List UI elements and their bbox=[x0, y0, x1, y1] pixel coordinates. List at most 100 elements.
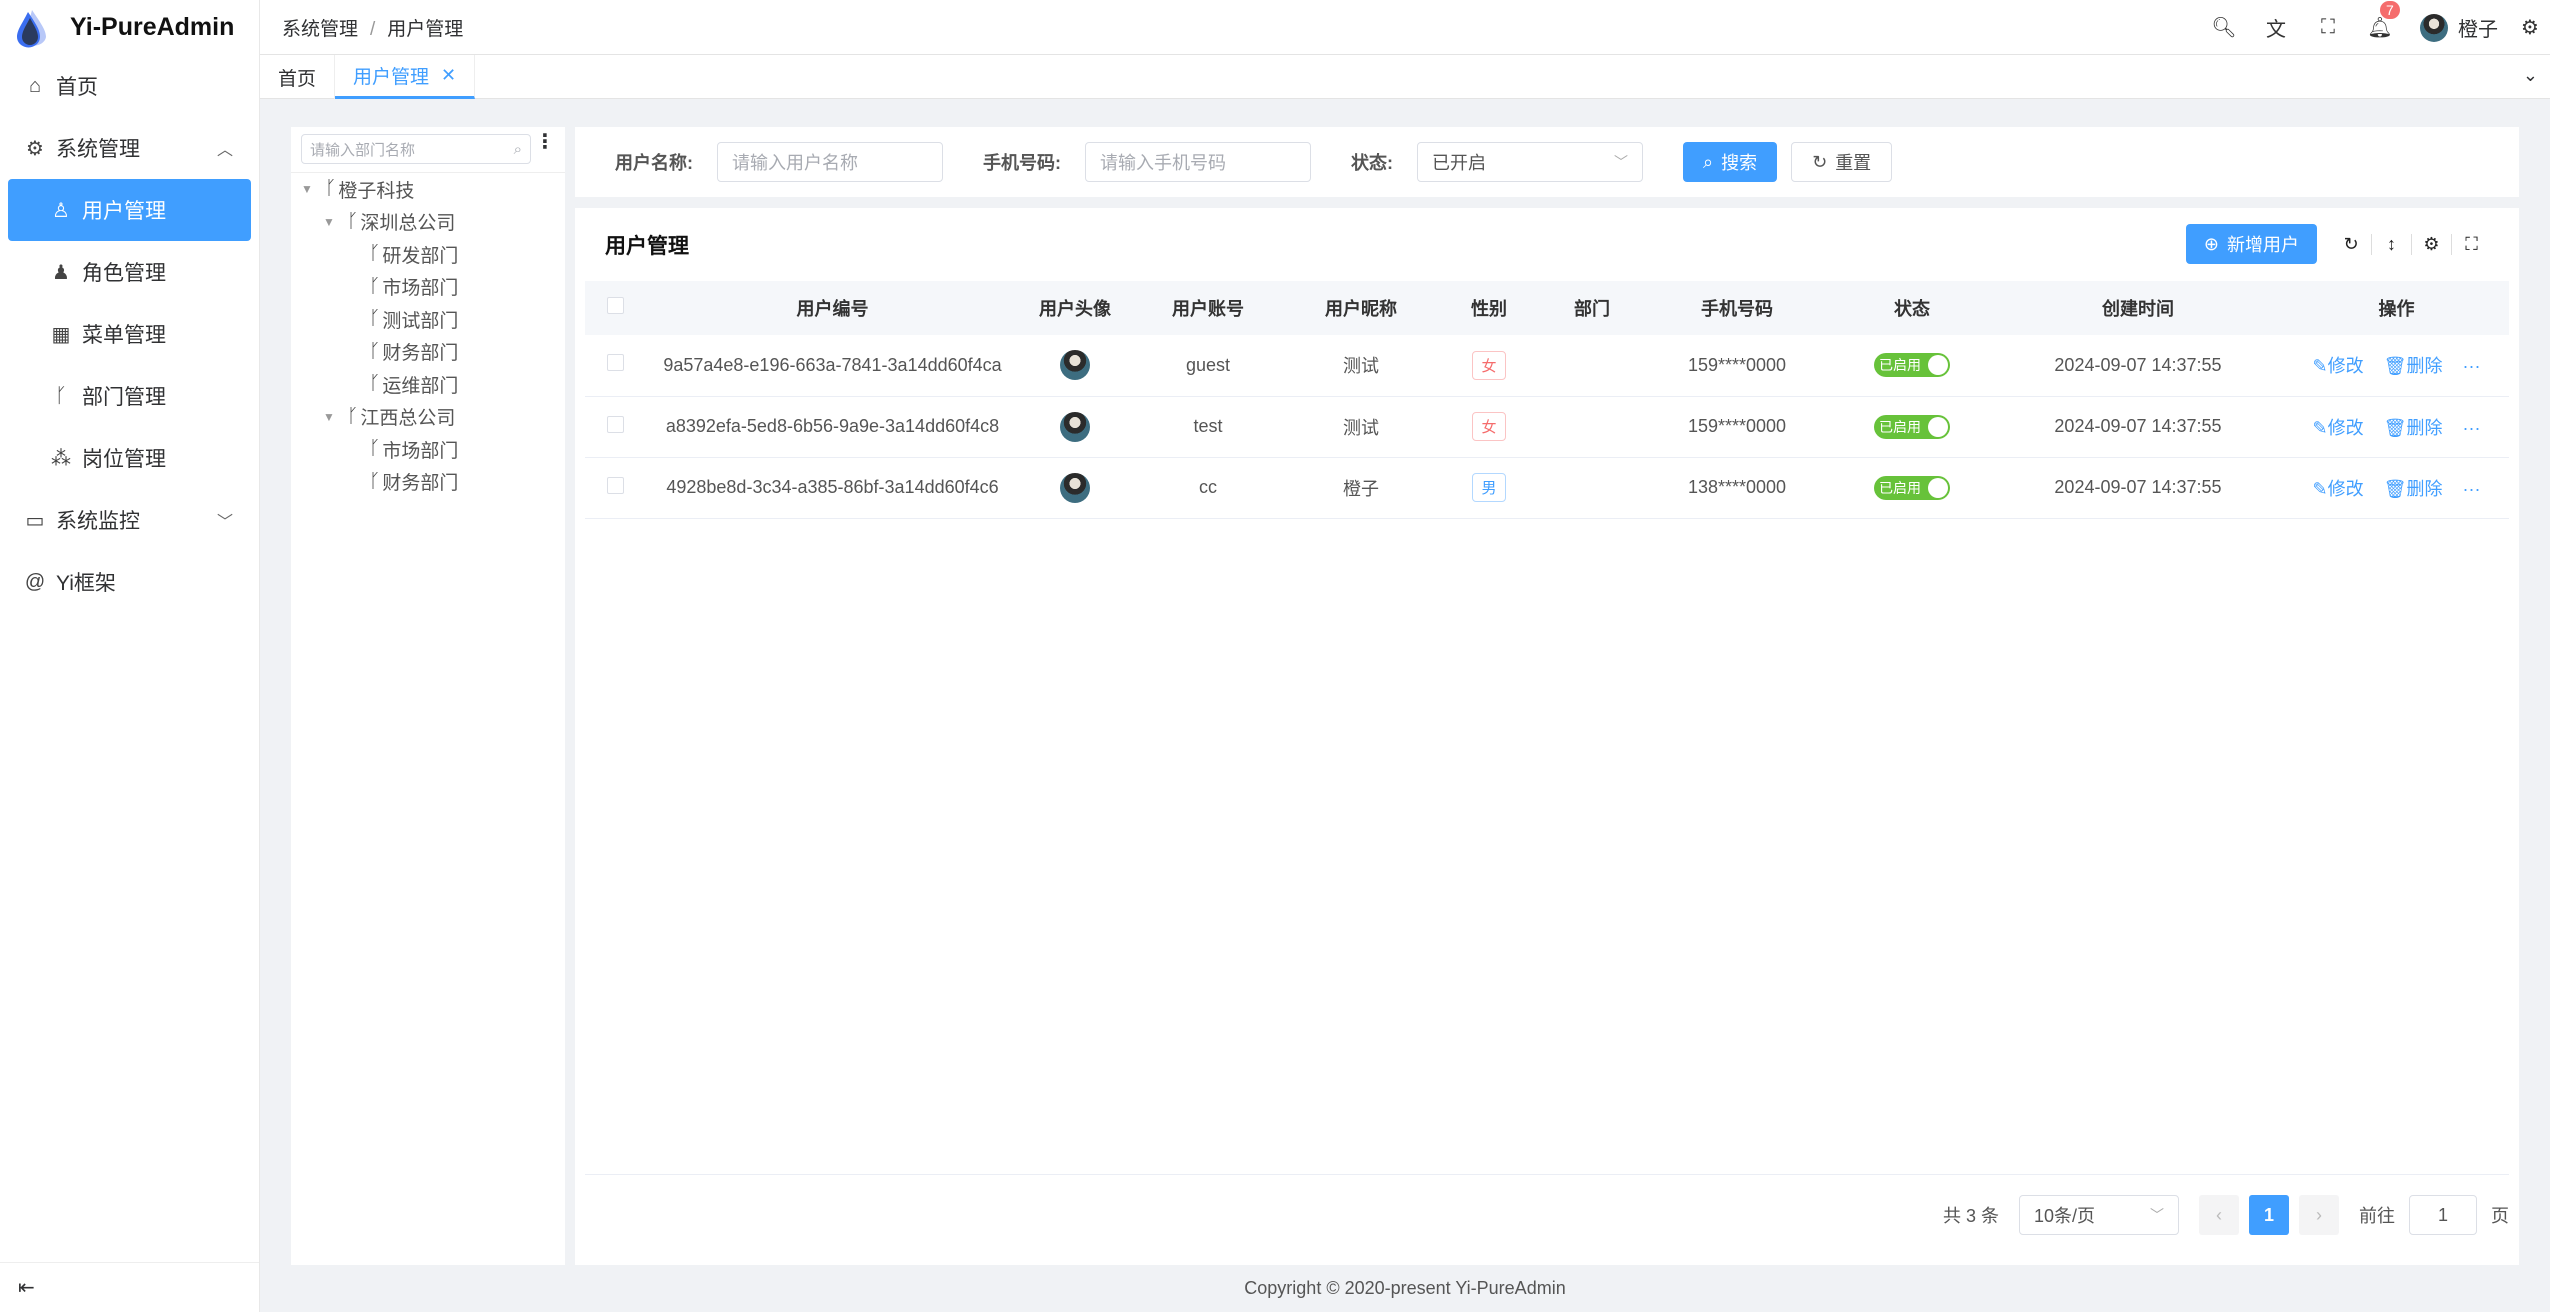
edit-button[interactable]: ✎修改 bbox=[2313, 356, 2364, 376]
search-icon: ⌕ bbox=[513, 140, 522, 158]
tree-node[interactable]: ᚴ 研发部门 bbox=[291, 238, 565, 271]
sidebar-item-yi-framework[interactable]: @ Yi框架 bbox=[0, 551, 259, 613]
status-switch[interactable]: 已启用 bbox=[1874, 414, 1950, 439]
tree-node-label: 江西总公司 bbox=[360, 408, 456, 430]
avatar bbox=[2420, 13, 2448, 42]
refresh-icon[interactable]: ↻ bbox=[2343, 233, 2359, 254]
table-row[interactable]: 4928be8d-3c34-a385-86bf-3a14dd60f4c6 cc … bbox=[585, 457, 2509, 519]
row-checkbox[interactable] bbox=[606, 476, 624, 494]
notification-badge: 7 bbox=[2380, 1, 2400, 19]
refresh-icon: ↻ bbox=[1812, 151, 1828, 172]
placeholder: 请输入用户名称 bbox=[732, 153, 858, 173]
sidebar-item-menu-management[interactable]: ▦ 菜单管理 bbox=[0, 303, 259, 365]
branch-icon: ᚴ bbox=[369, 373, 381, 395]
edit-icon: ✎ bbox=[2312, 478, 2328, 499]
column-settings-icon[interactable]: ⚙ bbox=[2411, 233, 2451, 255]
settings-icon[interactable]: ⚙ bbox=[2521, 17, 2539, 39]
sidebar-item-label: 菜单管理 bbox=[82, 324, 166, 347]
row-checkbox[interactable] bbox=[606, 354, 624, 372]
tab-home[interactable]: 首页 bbox=[260, 55, 336, 99]
user-account: cc bbox=[1130, 457, 1286, 519]
select-all-checkbox[interactable] bbox=[606, 297, 624, 314]
caret-down-icon[interactable]: ▼ bbox=[301, 182, 313, 197]
user-account: guest bbox=[1130, 335, 1286, 397]
gear-icon: ⚙ bbox=[26, 137, 44, 160]
table-row[interactable]: a8392efa-5ed8-6b56-9a9e-3a14dd60f4c8 tes… bbox=[585, 396, 2509, 458]
sidebar-item-post-management[interactable]: ⁂ 岗位管理 bbox=[0, 427, 259, 489]
tree-node[interactable]: ᚴ 财务部门 bbox=[291, 466, 565, 499]
role-icon: ♟ bbox=[52, 261, 70, 284]
tree-node[interactable]: ᚴ 市场部门 bbox=[291, 433, 565, 466]
edit-button[interactable]: ✎修改 bbox=[2313, 418, 2364, 438]
username-input[interactable]: 请输入用户名称 bbox=[717, 142, 943, 182]
translate-icon[interactable]: 文 bbox=[2266, 19, 2286, 41]
breadcrumb-item: 用户管理 bbox=[387, 18, 464, 40]
tree-node[interactable]: ▼ ᚴ 橙子科技 bbox=[291, 173, 565, 206]
fullscreen-icon[interactable]: ⛶ bbox=[2451, 233, 2491, 255]
sidebar-item-user-management[interactable]: ♙ 用户管理 bbox=[8, 179, 251, 241]
breadcrumb-item[interactable]: 系统管理 bbox=[282, 18, 359, 40]
column-header: 用户编号 bbox=[645, 281, 1020, 335]
density-icon[interactable]: ↕ bbox=[2371, 233, 2411, 255]
delete-button[interactable]: 🗑︎删除 bbox=[2384, 479, 2443, 499]
tree-node[interactable]: ᚴ 运维部门 bbox=[291, 368, 565, 401]
sidebar-item-dept-management[interactable]: ᚴ 部门管理 bbox=[0, 365, 259, 427]
sidebar-item-role-management[interactable]: ♟ 角色管理 bbox=[0, 241, 259, 303]
add-user-button[interactable]: ⊕ 新增用户 bbox=[2185, 224, 2317, 264]
tree-node[interactable]: ▼ ᚴ 深圳总公司 bbox=[291, 206, 565, 239]
gender-tag: 男 bbox=[1472, 473, 1506, 502]
more-icon[interactable]: ··· bbox=[2462, 417, 2481, 438]
chevron-down-icon[interactable]: ⌄ bbox=[2522, 65, 2538, 85]
phone-input[interactable]: 请输入手机号码 bbox=[1085, 142, 1311, 182]
tree-node[interactable]: ᚴ 测试部门 bbox=[291, 303, 565, 336]
status-switch[interactable]: 已启用 bbox=[1874, 353, 1950, 378]
sidebar-item-home[interactable]: ⌂ 首页 bbox=[0, 55, 259, 117]
logo[interactable]: Yi-PureAdmin bbox=[0, 0, 259, 55]
next-page-button[interactable]: › bbox=[2299, 1195, 2339, 1235]
more-icon[interactable]: ··· bbox=[2462, 478, 2481, 499]
caret-down-icon[interactable]: ▼ bbox=[323, 409, 335, 424]
created-time: 2024-09-07 14:37:55 bbox=[1992, 457, 2284, 519]
row-checkbox[interactable] bbox=[606, 415, 624, 433]
user-menu[interactable]: 橙子 bbox=[2420, 13, 2498, 42]
tree-node-label: 市场部门 bbox=[382, 440, 459, 462]
gender-tag: 女 bbox=[1472, 412, 1506, 441]
tree-node[interactable]: ▼ ᚴ 江西总公司 bbox=[291, 401, 565, 434]
tree-node[interactable]: ᚴ 市场部门 bbox=[291, 271, 565, 304]
more-vertical-icon[interactable]: ⋮ bbox=[535, 131, 555, 153]
edit-button[interactable]: ✎修改 bbox=[2313, 479, 2364, 499]
tab-user-management[interactable]: 用户管理 ✕ bbox=[335, 55, 476, 99]
page-button[interactable]: 1 bbox=[2249, 1195, 2289, 1235]
more-icon[interactable]: ··· bbox=[2462, 356, 2481, 377]
grid-icon: ▦ bbox=[51, 323, 71, 346]
sidebar-item-label: 部门管理 bbox=[82, 386, 166, 409]
reset-button[interactable]: ↻ 重置 bbox=[1791, 142, 1893, 182]
page-size-select[interactable]: 10条/页 ﹀ bbox=[2019, 1195, 2179, 1235]
card-title: 用户管理 bbox=[605, 235, 689, 258]
search-button[interactable]: ⌕ 搜索 bbox=[1683, 142, 1778, 182]
close-icon[interactable]: ✕ bbox=[441, 65, 457, 85]
tree-node[interactable]: ᚴ 财务部门 bbox=[291, 336, 565, 369]
user-phone: 138****0000 bbox=[1642, 457, 1832, 519]
prev-page-button[interactable]: ‹ bbox=[2199, 1195, 2239, 1235]
delete-button[interactable]: 🗑︎删除 bbox=[2384, 418, 2443, 438]
caret-down-icon[interactable]: ▼ bbox=[323, 214, 335, 229]
column-header: 状态 bbox=[1832, 281, 1992, 335]
dept-search-input[interactable]: 请输入部门名称 ⌕ bbox=[301, 134, 531, 164]
username-label: 用户名称: bbox=[615, 153, 693, 173]
status-switch[interactable]: 已启用 bbox=[1874, 475, 1950, 500]
sidebar-item-system[interactable]: ⚙ 系统管理 ︿ bbox=[0, 117, 259, 179]
hierarchy-icon: ⁂ bbox=[51, 447, 71, 470]
sidebar-item-monitor[interactable]: ▭ 系统监控 ﹀ bbox=[0, 489, 259, 551]
search-icon[interactable]: 🔍︎ bbox=[2211, 17, 2237, 39]
table-row[interactable]: 9a57a4e8-e196-663a-7841-3a14dd60f4ca gue… bbox=[585, 335, 2509, 397]
bell-icon[interactable]: 🔔︎ 7 bbox=[2354, 1, 2406, 40]
status-select[interactable]: 已开启 ﹀ bbox=[1417, 142, 1643, 182]
button-label: 搜索 bbox=[1721, 153, 1758, 173]
user-account: test bbox=[1130, 396, 1286, 458]
column-header: 性别 bbox=[1436, 281, 1542, 335]
fullscreen-icon[interactable]: ⛶ bbox=[2321, 16, 2335, 38]
goto-page-input[interactable]: 1 bbox=[2409, 1195, 2477, 1235]
collapse-sidebar-button[interactable]: ⇤ bbox=[0, 1262, 259, 1312]
delete-button[interactable]: 🗑︎删除 bbox=[2384, 356, 2443, 376]
